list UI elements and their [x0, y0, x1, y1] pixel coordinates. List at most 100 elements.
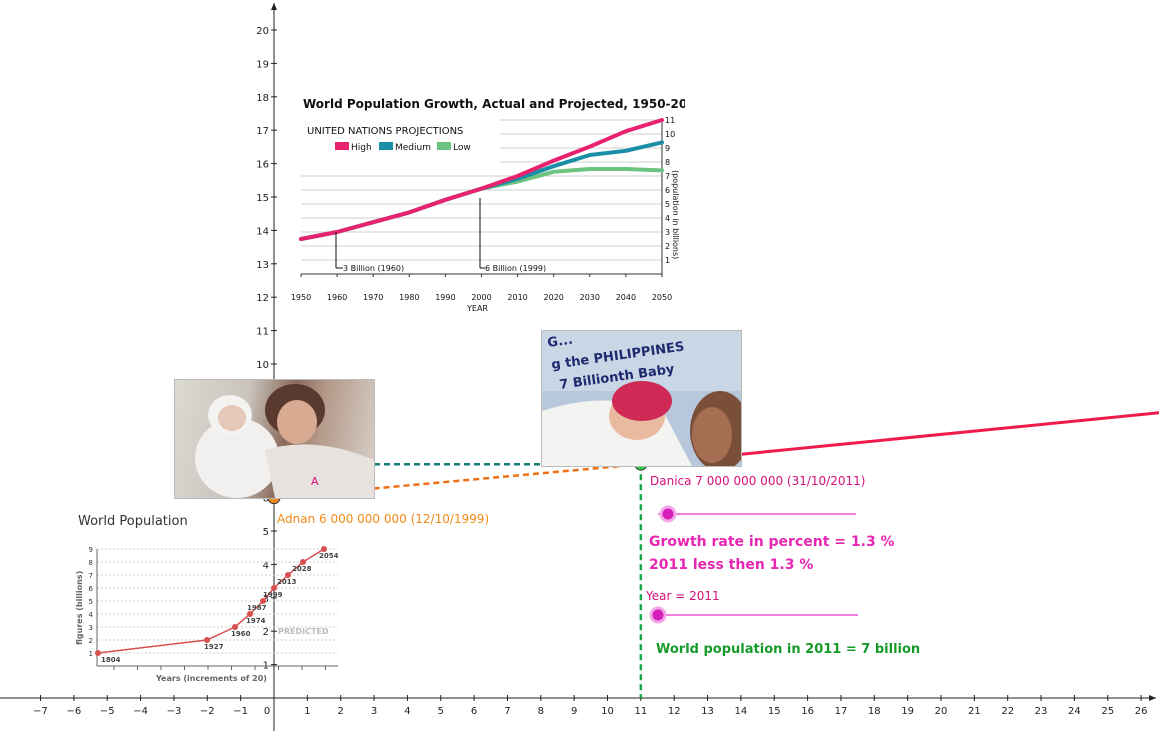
y-tick-label: 4 [263, 560, 269, 571]
x-tick-label: −1 [233, 706, 248, 717]
un-x-tick-label: 1990 [435, 293, 455, 302]
un-series-high [299, 118, 664, 241]
wp-point-label: 1999 [263, 591, 283, 599]
y-tick-label: 14 [256, 226, 269, 237]
y-tick-label: 12 [256, 293, 269, 304]
un-y-tick-label: 9 [665, 144, 670, 153]
growth-rate-text: Growth rate in percent = 1.3 % [649, 534, 895, 550]
un-legend-swatch [335, 142, 349, 150]
un-y-tick-label: 7 [665, 172, 670, 181]
wp-y-tick-label: 4 [89, 611, 94, 619]
x-tick-label: −3 [167, 706, 182, 717]
un-legend-title: UNITED NATIONS PROJECTIONS [307, 126, 463, 137]
un-x-tick-label: 1960 [327, 293, 347, 302]
wp-point [285, 572, 291, 578]
wp-point-label: 1987 [247, 604, 267, 612]
wp-point-label: 1804 [101, 656, 121, 664]
un-chart-title: World Population Growth, Actual and Proj… [303, 97, 685, 111]
point-a-label: A [311, 475, 319, 488]
x-tick-label: 14 [735, 706, 748, 717]
less-then-text: 2011 less then 1.3 % [649, 557, 814, 573]
danica-label: Danica 7 000 000 000 (31/10/2011) [650, 474, 866, 488]
wp-point [204, 637, 210, 643]
x-tick-label: 23 [1035, 706, 1048, 717]
wp-point [260, 598, 266, 604]
x-tick-label: 25 [1101, 706, 1114, 717]
growth-slider-handle[interactable] [659, 505, 677, 523]
x-tick-label: 4 [404, 706, 410, 717]
wp-predicted-label: PREDICTED [278, 627, 329, 636]
y-tick-label: 6 [263, 494, 269, 505]
x-tick-label: 2 [338, 706, 344, 717]
y-tick-label: 19 [256, 59, 269, 70]
un-y-tick-label: 1 [665, 256, 670, 265]
x-axis-arrow [1149, 695, 1156, 701]
x-tick-label: 5 [438, 706, 444, 717]
un-x-tick-label: 1950 [291, 293, 311, 302]
wp-point-label: 2013 [277, 578, 297, 586]
un-x-tick-label: 1980 [399, 293, 419, 302]
x-tick-label: 16 [801, 706, 814, 717]
y-tick-label: 15 [256, 193, 269, 204]
x-tick-label: 9 [571, 706, 577, 717]
wp-point [232, 624, 238, 630]
x-tick-label: 21 [968, 706, 981, 717]
un-legend-swatch [379, 142, 393, 150]
wp-point-label: 1960 [231, 630, 251, 638]
un-x-tick-label: 2040 [616, 293, 636, 302]
x-tick-label: −2 [200, 706, 215, 717]
x-tick-label: 15 [768, 706, 781, 717]
danica-photo: G... g the PHILIPPINES 7 Billionth Baby [541, 330, 742, 467]
wp-y-tick-label: 5 [89, 598, 93, 606]
x-tick-label: 17 [835, 706, 848, 717]
un-legend-label: Medium [395, 143, 431, 153]
un-legend-label: High [351, 143, 372, 153]
year-slider-label: Year = 2011 [646, 589, 720, 603]
un-y-tick-label: 4 [665, 214, 670, 223]
wp-y-tick-label: 2 [89, 637, 93, 645]
y-tick-label: 10 [256, 360, 269, 371]
svg-text:G...: G... [546, 333, 573, 351]
y-tick-label: 16 [256, 160, 269, 171]
wp-point [95, 650, 101, 656]
un-ylabel: (population in billions) [671, 170, 680, 259]
x-tick-label: 13 [701, 706, 714, 717]
x-tick-label: −5 [100, 706, 115, 717]
un-projection-chart: World Population Growth, Actual and Proj… [291, 97, 685, 313]
year-slider-handle[interactable] [649, 606, 667, 624]
adnan-label: Adnan 6 000 000 000 (12/10/1999) [277, 512, 490, 526]
wp-xlabel: Years (increments of 20) [155, 674, 267, 683]
un-y-tick-label: 10 [665, 130, 675, 139]
wp-point [321, 546, 327, 552]
un-y-tick-label: 5 [665, 200, 670, 209]
un-legend-swatch [437, 142, 451, 150]
y-tick-label: 11 [256, 327, 269, 338]
x-tick-label: 22 [1001, 706, 1014, 717]
year-slider[interactable] [649, 606, 858, 624]
x-tick-label: 3 [371, 706, 377, 717]
wp-y-tick-label: 6 [89, 585, 94, 593]
wp-y-tick-label: 1 [89, 650, 93, 658]
y-tick-label: 5 [263, 527, 269, 538]
un-legend-label: Low [453, 143, 471, 153]
y-tick-label: 3 [263, 594, 269, 605]
un-xlabel: YEAR [466, 304, 488, 313]
y-tick-label: 2 [263, 627, 269, 638]
y-axis-arrow [271, 3, 277, 10]
x-tick-label: −7 [33, 706, 48, 717]
un-y-tick-label: 11 [665, 116, 675, 125]
y-tick-label: 17 [256, 126, 269, 137]
adnan-photo [174, 379, 375, 499]
wp-y-tick-label: 8 [89, 559, 93, 567]
x-tick-label: 18 [868, 706, 881, 717]
growth-rate-slider[interactable] [658, 505, 856, 523]
wp-ylabel: figures (billions) [75, 571, 84, 645]
un-x-tick-label: 1970 [363, 293, 383, 302]
un-y-tick-label: 8 [665, 158, 670, 167]
wp-y-tick-label: 9 [89, 546, 93, 554]
y-tick-label: 13 [256, 260, 269, 271]
wp-point-label: 1974 [246, 617, 266, 625]
wp-chart-title: World Population [78, 514, 188, 529]
x-tick-label: 26 [1135, 706, 1148, 717]
